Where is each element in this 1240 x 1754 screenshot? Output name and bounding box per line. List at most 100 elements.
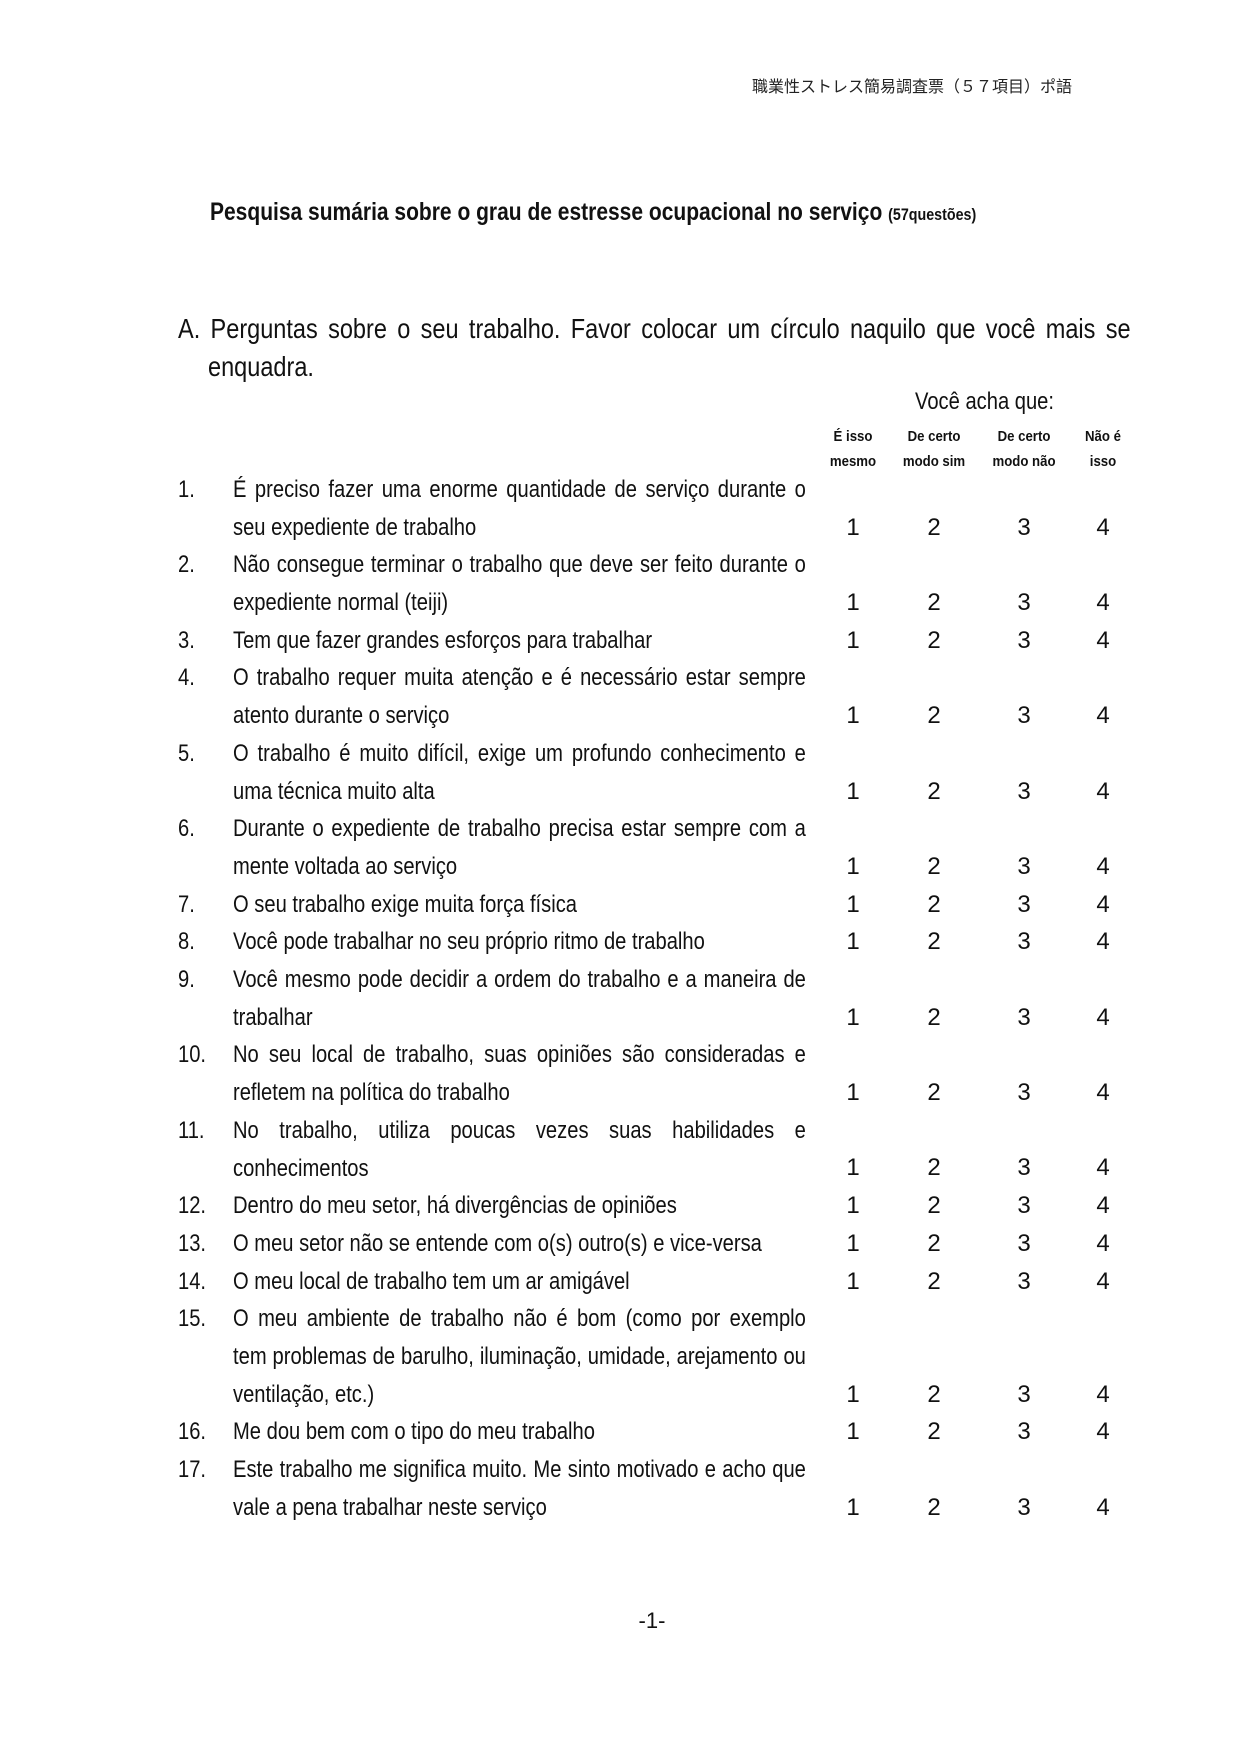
- answer-option-1[interactable]: 1: [846, 1154, 860, 1182]
- answer-option-1[interactable]: 1: [846, 777, 860, 805]
- column-header-line: mesmo: [829, 453, 877, 470]
- answer-option-2[interactable]: 2: [927, 702, 941, 730]
- question-number: 5.: [178, 739, 195, 767]
- answer-option-3[interactable]: 3: [1017, 852, 1031, 880]
- answer-option-3[interactable]: 3: [1017, 890, 1031, 918]
- question-text: No seu local de trabalho, suas opiniões …: [233, 1041, 806, 1107]
- answer-option-2[interactable]: 2: [927, 1079, 941, 1107]
- question-number: 15.: [178, 1305, 207, 1333]
- answer-option-4[interactable]: 4: [1096, 928, 1110, 956]
- answer-option-4[interactable]: 4: [1096, 1493, 1110, 1521]
- answer-option-1[interactable]: 1: [846, 589, 860, 617]
- title-note: (57questões): [888, 205, 977, 224]
- answer-option-2[interactable]: 2: [927, 890, 941, 918]
- answer-option-4[interactable]: 4: [1096, 777, 1110, 805]
- answer-option-4[interactable]: 4: [1096, 1380, 1110, 1408]
- question-text: Me dou bem com o tipo do meu trabalho: [233, 1418, 595, 1446]
- answer-option-3[interactable]: 3: [1017, 1493, 1031, 1521]
- answer-option-3[interactable]: 3: [1017, 1192, 1031, 1220]
- answer-option-4[interactable]: 4: [1096, 1418, 1110, 1446]
- answer-option-2[interactable]: 2: [927, 1003, 941, 1031]
- question-row: 9. Você mesmo pode decidir a ordem do tra…: [0, 961, 1240, 1036]
- page-title: Pesquisa sumária sobre o grau de estress…: [210, 198, 976, 227]
- answer-option-4[interactable]: 4: [1096, 702, 1110, 730]
- answer-option-2[interactable]: 2: [927, 513, 941, 541]
- answer-option-1[interactable]: 1: [846, 513, 860, 541]
- answer-option-2[interactable]: 2: [927, 1418, 941, 1446]
- scale-prompt: Você acha que:: [915, 388, 1054, 415]
- answer-option-1[interactable]: 1: [846, 890, 860, 918]
- answer-option-4[interactable]: 4: [1096, 890, 1110, 918]
- question-row: 12. Dentro do meu setor, há divergências …: [0, 1187, 1240, 1225]
- answer-option-3[interactable]: 3: [1017, 777, 1031, 805]
- question-row: 3. Tem que fazer grandes esforços para tr…: [0, 622, 1240, 660]
- question-text: O seu trabalho exige muita força física: [233, 890, 578, 918]
- answer-option-1[interactable]: 1: [846, 1192, 860, 1220]
- answer-option-2[interactable]: 2: [927, 1380, 941, 1408]
- question-number: 16.: [178, 1418, 207, 1446]
- question-text: O meu local de trabalho tem um ar amigáv…: [233, 1267, 630, 1295]
- answer-option-1[interactable]: 1: [846, 1229, 860, 1257]
- answer-option-3[interactable]: 3: [1017, 513, 1031, 541]
- answer-option-4[interactable]: 4: [1096, 1079, 1110, 1107]
- answer-option-2[interactable]: 2: [927, 1192, 941, 1220]
- answer-option-1[interactable]: 1: [846, 702, 860, 730]
- answer-option-4[interactable]: 4: [1096, 852, 1110, 880]
- question-row: 13. O meu setor não se entende com o(s) o…: [0, 1225, 1240, 1263]
- answer-option-4[interactable]: 4: [1096, 1192, 1110, 1220]
- answer-option-1[interactable]: 1: [846, 1493, 860, 1521]
- question-number: 1.: [178, 476, 195, 503]
- answer-option-4[interactable]: 4: [1096, 626, 1110, 654]
- answer-option-3[interactable]: 3: [1017, 1418, 1031, 1446]
- column-header-3: De certo modo não: [984, 424, 1063, 474]
- answer-option-1[interactable]: 1: [846, 1003, 860, 1031]
- answer-option-4[interactable]: 4: [1096, 1003, 1110, 1031]
- question-row: 7. O seu trabalho exige muita força físic…: [0, 886, 1240, 924]
- answer-option-3[interactable]: 3: [1017, 1003, 1031, 1031]
- answer-option-4[interactable]: 4: [1096, 513, 1110, 541]
- answer-option-2[interactable]: 2: [927, 777, 941, 805]
- answer-option-3[interactable]: 3: [1017, 928, 1031, 956]
- answer-option-4[interactable]: 4: [1096, 1154, 1110, 1182]
- question-row: 1. É preciso fazer uma enorme quantidade …: [0, 471, 1240, 546]
- answer-option-2[interactable]: 2: [927, 1154, 941, 1182]
- answer-option-1[interactable]: 1: [846, 1380, 860, 1408]
- answer-option-2[interactable]: 2: [927, 1493, 941, 1521]
- answer-option-1[interactable]: 1: [846, 928, 860, 956]
- answer-option-3[interactable]: 3: [1017, 1380, 1031, 1408]
- answer-option-1[interactable]: 1: [846, 1418, 860, 1446]
- column-header-4: Não é isso: [1063, 424, 1142, 474]
- column-header-line: modo sim: [902, 453, 966, 470]
- answer-option-2[interactable]: 2: [927, 928, 941, 956]
- answer-option-2[interactable]: 2: [927, 1267, 941, 1295]
- question-number: 11.: [178, 1116, 205, 1144]
- section-a-instruction: A. Perguntas sobre o seu trabalho. Favor…: [178, 313, 1131, 344]
- answer-option-4[interactable]: 4: [1096, 1267, 1110, 1295]
- question-row: 15. O meu ambiente de trabalho não é bom …: [0, 1300, 1240, 1413]
- answer-option-4[interactable]: 4: [1096, 1229, 1110, 1257]
- question-text: O trabalho requer muita atenção e é nece…: [233, 664, 806, 730]
- answer-option-1[interactable]: 1: [846, 852, 860, 880]
- answer-option-3[interactable]: 3: [1017, 1154, 1031, 1182]
- question-number: 13.: [178, 1229, 207, 1257]
- question-row: 2. Não consegue terminar o trabalho que d…: [0, 546, 1240, 621]
- answer-option-1[interactable]: 1: [846, 626, 860, 654]
- answer-option-1[interactable]: 1: [846, 1079, 860, 1107]
- answer-option-3[interactable]: 3: [1017, 1229, 1031, 1257]
- answer-option-2[interactable]: 2: [927, 626, 941, 654]
- answer-option-3[interactable]: 3: [1017, 589, 1031, 617]
- answer-option-3[interactable]: 3: [1017, 1267, 1031, 1295]
- answer-option-2[interactable]: 2: [927, 1229, 941, 1257]
- answer-option-3[interactable]: 3: [1017, 626, 1031, 654]
- question-text: Este trabalho me significa muito. Me sin…: [233, 1456, 806, 1521]
- question-text: Você pode trabalhar no seu próprio ritmo…: [233, 928, 705, 956]
- answer-option-3[interactable]: 3: [1017, 702, 1031, 730]
- answer-option-2[interactable]: 2: [927, 589, 941, 617]
- question-text: Você mesmo pode decidir a ordem do traba…: [233, 966, 806, 1031]
- question-number: 2.: [178, 551, 195, 579]
- question-text: É preciso fazer uma enorme quantidade de…: [233, 476, 806, 541]
- answer-option-4[interactable]: 4: [1096, 589, 1110, 617]
- answer-option-3[interactable]: 3: [1017, 1079, 1031, 1107]
- answer-option-2[interactable]: 2: [927, 852, 941, 880]
- answer-option-1[interactable]: 1: [846, 1267, 860, 1295]
